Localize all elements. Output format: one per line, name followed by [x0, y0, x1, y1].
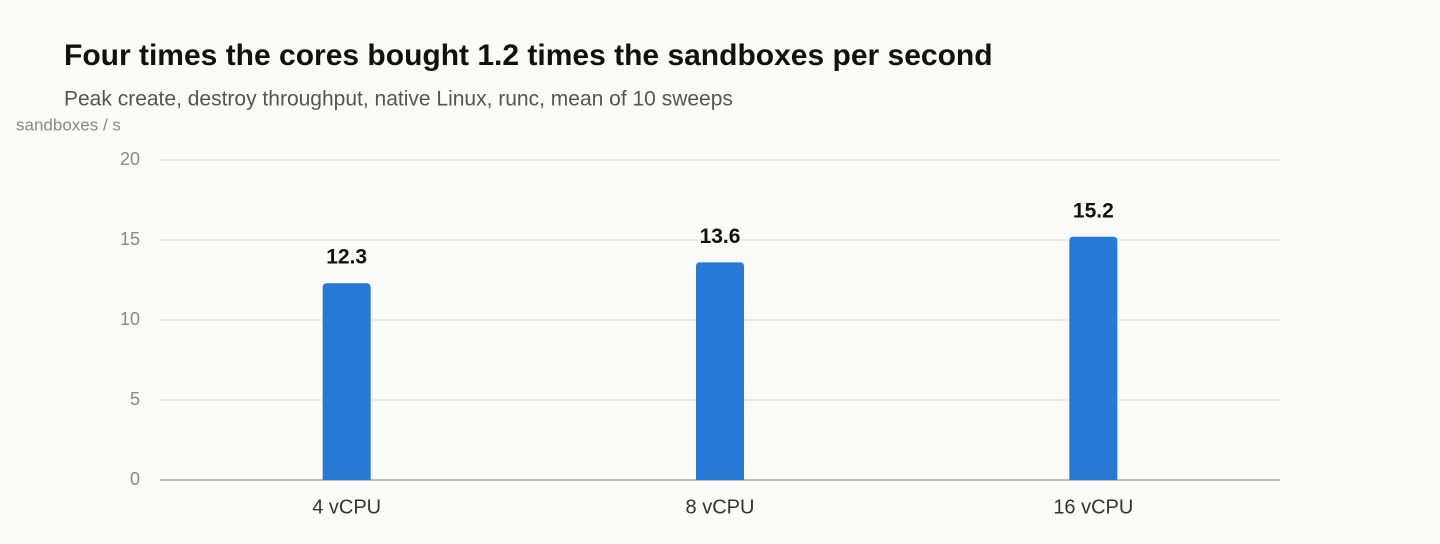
x-tick-label: 4 vCPU [312, 496, 381, 518]
y-tick-label: 0 [130, 469, 140, 489]
chart-subtitle: Peak create, destroy throughput, native … [64, 88, 733, 111]
data-label: 13.6 [700, 225, 741, 248]
y-tick-label: 15 [120, 229, 140, 249]
bar [322, 283, 371, 480]
y-tick-label: 5 [130, 389, 140, 409]
bar [696, 262, 744, 480]
y-tick-label: 20 [120, 149, 140, 169]
bar [1069, 236, 1118, 480]
data-label: 12.3 [326, 246, 367, 269]
y-axis-label: sandboxes / s [16, 115, 121, 134]
y-tick-label: 10 [120, 309, 140, 329]
x-tick-label: 16 vCPU [1053, 496, 1133, 518]
x-tick-label: 8 vCPU [686, 496, 755, 518]
data-label: 15.2 [1073, 199, 1114, 222]
chart-title: Four times the cores bought 1.2 times th… [64, 39, 993, 72]
